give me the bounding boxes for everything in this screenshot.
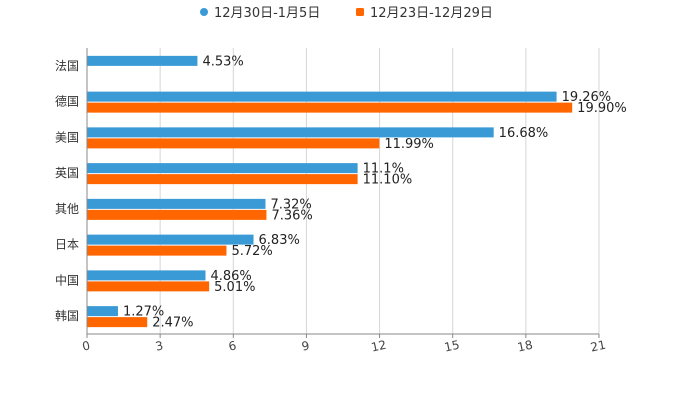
- bar-series-1: [87, 138, 380, 149]
- legend-marker-series-1: [356, 8, 364, 16]
- bar-series-0: [87, 55, 198, 66]
- bar-series-1: [87, 209, 267, 220]
- x-tick-label: 18: [516, 338, 534, 355]
- legend-label-series-0[interactable]: 12月30日-1月5日: [214, 6, 320, 21]
- category-label: 韩国: [55, 308, 79, 323]
- chart-legend: 12月30日-1月5日 12月23日-12月29日: [200, 6, 493, 21]
- bar-series-0: [87, 306, 118, 317]
- x-tick-label: 3: [154, 338, 164, 353]
- bar-series-1: [87, 245, 227, 256]
- x-tick-label: 15: [443, 338, 461, 355]
- legend-marker-series-0: [200, 8, 208, 16]
- x-tick-label: 0: [81, 338, 91, 353]
- data-label: 19.90%: [577, 101, 627, 116]
- bar-series-1: [87, 174, 358, 185]
- bar-series-0: [87, 91, 557, 102]
- bar-series-1: [87, 102, 573, 113]
- x-tick-label: 9: [300, 338, 310, 353]
- category-label: 其他: [55, 202, 79, 216]
- bar-series-0: [87, 234, 254, 245]
- data-label: 5.72%: [231, 244, 272, 259]
- category-label: 英国: [55, 166, 79, 180]
- data-label: 6.83%: [259, 233, 300, 248]
- data-label: 5.01%: [214, 280, 255, 295]
- data-label: 2.47%: [152, 316, 193, 331]
- bar-series-1: [87, 317, 148, 328]
- bar-series-0: [87, 198, 266, 209]
- bar-series-0: [87, 163, 358, 174]
- data-label: 4.53%: [202, 54, 243, 69]
- category-label: 美国: [55, 130, 79, 144]
- data-label: 7.32%: [270, 197, 311, 212]
- category-label: 德国: [55, 94, 79, 109]
- bar-series-0: [87, 127, 494, 138]
- x-tick-label: 21: [589, 338, 607, 355]
- data-label: 11.1%: [363, 162, 404, 177]
- x-tick-label: 6: [227, 338, 237, 353]
- bar-series-1: [87, 281, 210, 292]
- category-label: 法国: [55, 59, 79, 73]
- data-label: 11.99%: [384, 137, 434, 152]
- data-label: 16.68%: [499, 126, 549, 141]
- x-tick-label: 12: [370, 338, 388, 355]
- category-label: 日本: [55, 238, 79, 252]
- data-label: 7.36%: [271, 208, 312, 223]
- data-label: 4.86%: [210, 269, 251, 284]
- legend-label-series-1[interactable]: 12月23日-12月29日: [370, 6, 493, 21]
- category-label: 中国: [55, 272, 79, 287]
- data-label: 1.27%: [123, 305, 164, 320]
- data-label: 19.26%: [562, 90, 612, 105]
- data-label: 11.10%: [363, 173, 413, 188]
- bar-series-0: [87, 270, 206, 281]
- chart-bars: 4.53% 19.26%19.90% 16.68% 11.99% 11.1%11.10%…: [87, 54, 627, 331]
